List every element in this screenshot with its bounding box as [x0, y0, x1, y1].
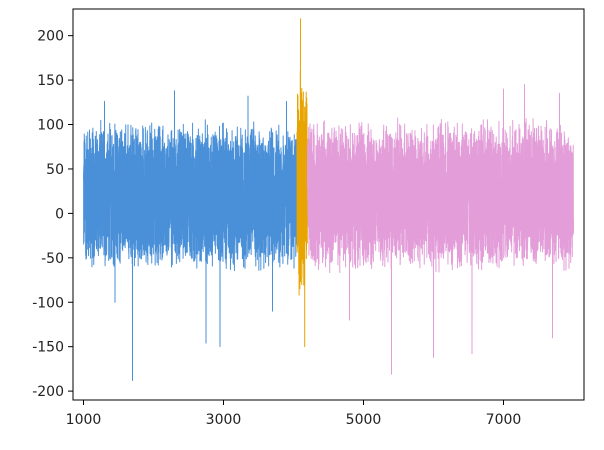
x-tick-label: 5000: [346, 412, 382, 428]
x-tick-label: 7000: [486, 412, 522, 428]
y-tick-label: -200: [32, 384, 64, 400]
series-line-3: [307, 84, 574, 375]
y-tick-label: 50: [46, 162, 64, 178]
x-axis: 1000 3000 5000 7000: [66, 400, 522, 428]
y-tick-label: 0: [55, 206, 64, 222]
y-tick-label: 200: [37, 29, 64, 45]
plot-frame: [72, 8, 585, 401]
y-axis: -200 -150 -100 -50 0 50 100 150 200: [32, 29, 73, 400]
series-layer: [83, 18, 574, 381]
y-tick-label: -50: [41, 251, 64, 267]
y-tick-label: 100: [37, 118, 64, 134]
y-tick-label: -150: [32, 340, 64, 356]
y-tick-label: 150: [37, 73, 64, 89]
series-line-2: [296, 18, 308, 348]
y-tick-label: -100: [32, 295, 64, 311]
series-line-1: [83, 90, 298, 381]
x-tick-label: 1000: [66, 412, 102, 428]
x-tick-label: 3000: [206, 412, 242, 428]
